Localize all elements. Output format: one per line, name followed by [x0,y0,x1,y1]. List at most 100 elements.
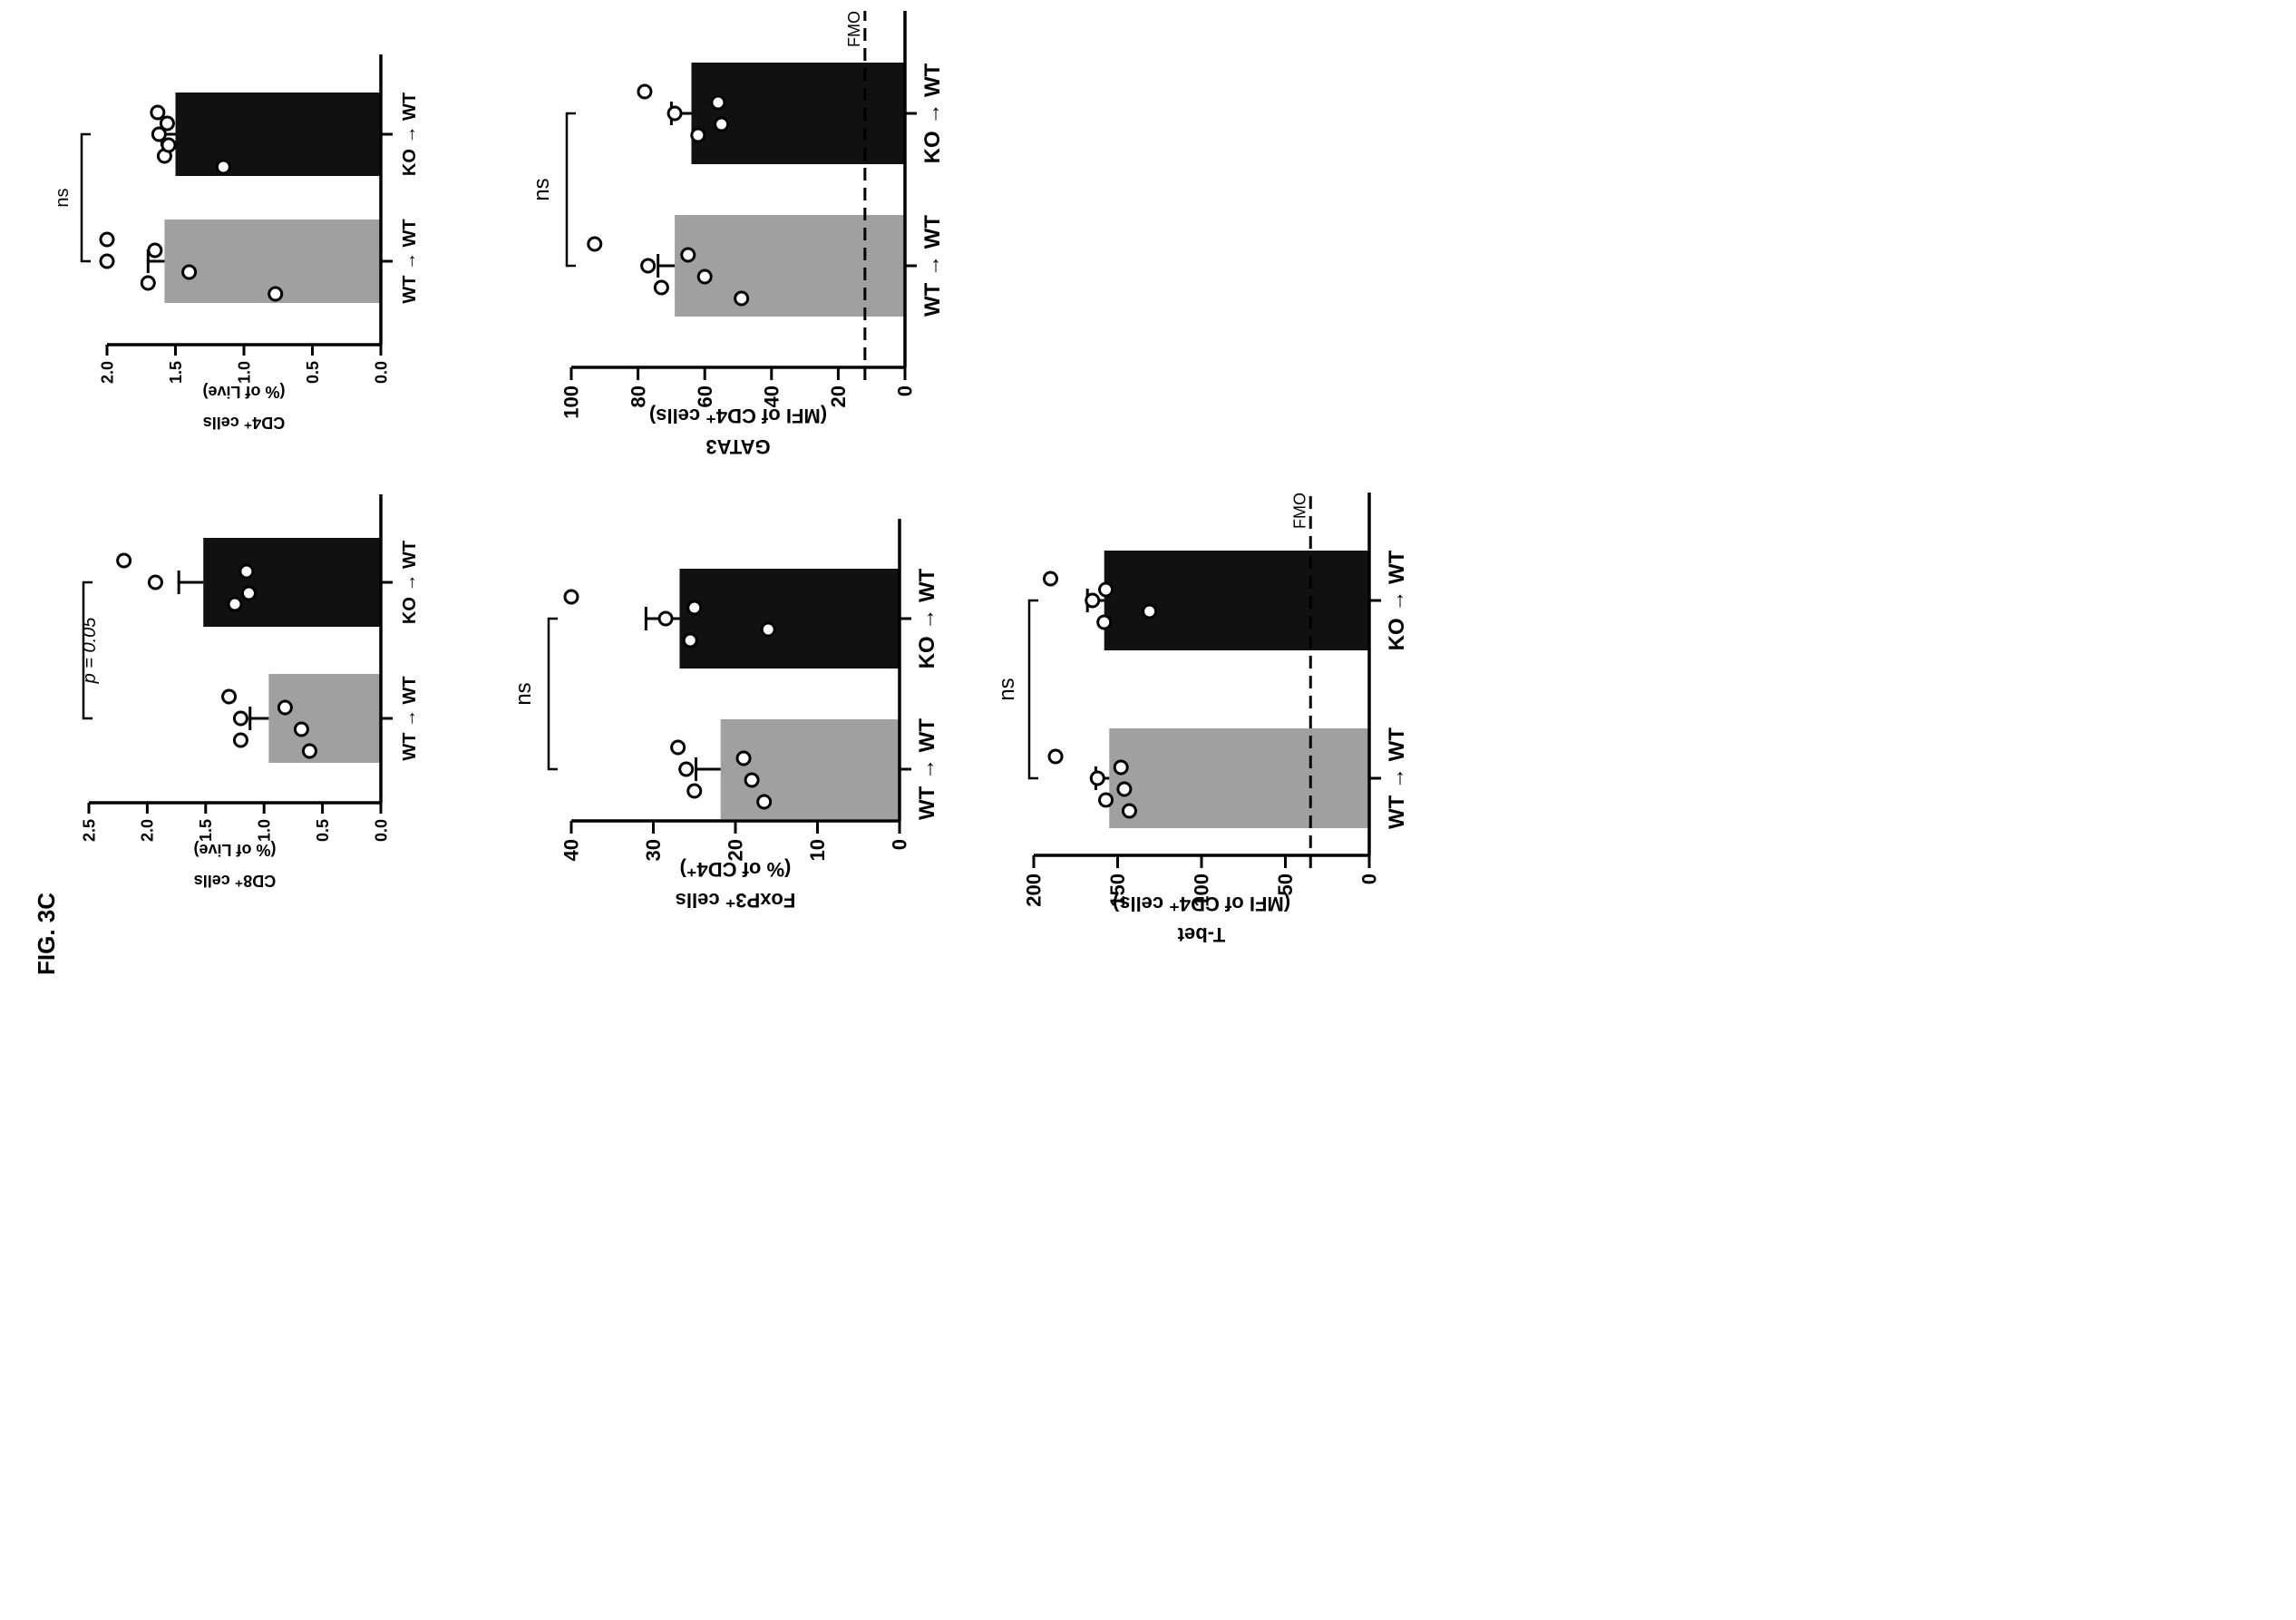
category-label: WT → WT [1385,727,1409,829]
fmo-label: FMO [1290,493,1309,529]
significance-bracket [565,112,576,268]
chart-foxp3: 0 10 20 30 40 WT → WT KO → WT FoxP3⁺ cells (% of… [511,519,939,912]
data-point [587,236,603,252]
data-point [140,275,156,291]
bar-wt [720,719,900,819]
data-point [150,104,166,121]
bar-wt [1109,728,1369,828]
value-tick-label: 0.0 [372,819,390,842]
data-point [238,563,255,580]
value-tick-label: 1.5 [197,819,215,842]
bar-ko [175,93,381,176]
significance-bracket [1027,599,1038,780]
data-point [215,159,231,175]
data-point [1098,792,1114,808]
data-point [293,721,309,737]
value-tick-label: 0 [1358,873,1381,884]
value-tick-label: 1.5 [167,361,185,384]
data-point [1089,770,1105,786]
chart-tbet: FMO 0 50 100 150 200 WT → WT KO → WT T-bet (MFI o… [995,493,1409,946]
significance-label: ns [53,188,73,207]
chart-cd4: 0.0 0.5 1.0 1.5 2.0 WT → WT KO → WT CD4⁺ cells (… [53,54,420,432]
category-label: KO → WT [920,63,945,163]
value-tick-label: 0.5 [304,361,322,384]
y-axis-subtitle: (% of Live) [202,383,285,401]
data-point [678,761,695,777]
value-tick-label: 80 [627,385,649,407]
data-point [670,739,686,756]
data-point [181,264,198,280]
data-point [657,610,674,627]
value-tick-label: 200 [1023,873,1046,907]
category-label: KO → WT [915,568,939,668]
value-tick-label: 20 [725,839,747,861]
y-axis-title: CD8⁺ cells [194,872,277,890]
data-point [653,279,669,296]
data-point [151,126,167,142]
data-point [116,552,132,569]
fmo-label: FMO [845,11,863,47]
bar-ko [203,538,381,627]
data-point [1098,581,1114,598]
data-point [99,231,115,248]
y-axis-subtitle: (% of Live) [193,841,276,859]
data-point [686,600,703,616]
data-point [1085,592,1101,609]
data-point [268,286,284,302]
category-label: WT → WT [920,215,945,317]
data-point [1047,748,1064,765]
data-point [714,116,730,132]
y-axis-title: T-bet [1177,923,1225,946]
value-tick-label: 100 [560,385,583,419]
value-tick-label: 20 [827,385,850,407]
value-tick-label: 2.0 [139,819,157,842]
data-point [301,743,317,759]
data-point [640,258,657,274]
value-tick-label: 1.0 [235,361,253,384]
data-point [227,596,243,612]
data-point [240,585,257,601]
data-point [690,127,706,143]
data-point [277,699,293,716]
value-tick-label: 0.5 [314,819,332,842]
data-point [161,137,177,153]
data-point [735,750,752,766]
data-point [686,783,703,799]
figure-label: FIG. 3C [33,893,60,975]
significance-label: ns [530,178,554,200]
data-point [1121,803,1137,819]
data-point [232,732,248,748]
data-point [221,688,238,705]
y-axis-title: CD4⁺ cells [203,414,286,432]
data-point [563,589,579,605]
data-point [147,242,163,259]
y-axis-subtitle: (MFI of CD4⁺ cells) [649,405,827,427]
data-point [637,83,653,100]
data-point [680,247,696,263]
data-point [682,632,698,649]
value-tick-label: 0 [894,385,917,396]
value-tick-label: 40 [761,385,783,407]
value-tick-label: 2.5 [80,819,98,842]
y-axis-title: FoxP3⁺ cells [676,889,796,912]
data-point [147,574,163,590]
category-label: KO → WT [400,541,420,624]
data-point [1096,614,1113,630]
significance-label: ns [511,682,536,705]
data-point [666,105,683,122]
y-axis-subtitle: (% of CD4⁺) [680,858,792,881]
category-label: WT → WT [400,219,420,303]
data-point [710,94,726,111]
category-label: WT → WT [400,676,420,760]
bar-ko [1104,551,1369,650]
bar-ko [691,63,905,164]
value-tick-label: 40 [560,839,583,861]
value-tick-label: 2.0 [98,361,116,384]
data-point [696,268,713,285]
data-point [744,772,760,788]
value-tick-label: 0.0 [372,361,390,384]
chart-gata3: FMO 0 20 40 60 80 100 WT → WT KO → WT GATA3 (MFI o… [530,11,945,458]
bar-ko [679,569,900,668]
category-label: WT → WT [915,718,939,820]
category-label: KO → WT [1385,550,1409,650]
